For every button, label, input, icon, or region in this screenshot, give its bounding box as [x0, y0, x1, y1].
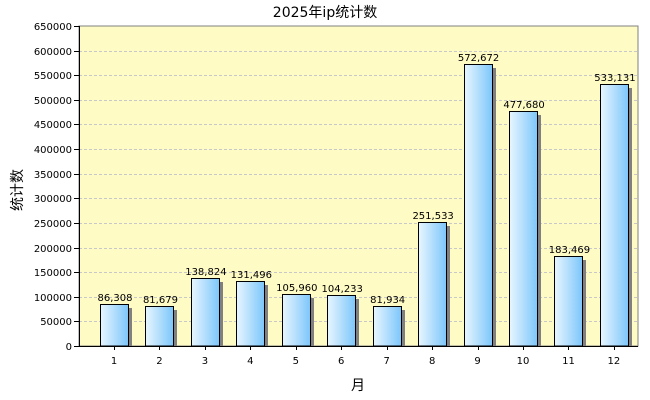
y-tick-label: 600000 [34, 47, 72, 58]
y-tick-label: 300000 [34, 194, 72, 205]
data-label: 131,496 [231, 270, 272, 281]
data-label: 572,672 [458, 53, 499, 64]
y-tick-label: 50000 [40, 317, 72, 328]
x-tick-label: 9 [474, 356, 480, 367]
y-tick-label: 200000 [34, 244, 72, 255]
bar-month-3 [191, 278, 220, 347]
data-label: 533,131 [594, 73, 635, 84]
y-tick-label: 0 [66, 342, 72, 353]
y-tick-label: 150000 [34, 268, 72, 279]
y-tick-label: 650000 [34, 22, 72, 33]
x-axis: 1 2 3 4 5 6 7 8 9 10 11 12 [79, 346, 638, 367]
bar-month-10 [509, 111, 538, 347]
y-tick-label: 100000 [34, 293, 72, 304]
x-tick-label: 3 [202, 356, 208, 367]
x-axis-title: 月 [351, 378, 365, 394]
data-label: 251,533 [412, 211, 453, 222]
bar-month-12 [600, 84, 629, 347]
y-tick-label: 400000 [34, 145, 72, 156]
y-tick-label: 250000 [34, 219, 72, 230]
grid-lines [79, 51, 638, 322]
x-tick-label: 7 [383, 356, 389, 367]
bar-month-11 [554, 256, 583, 347]
y-tick-label: 450000 [34, 120, 72, 131]
x-tick-label: 4 [247, 356, 253, 367]
plot-area [78, 25, 639, 347]
data-label: 104,233 [322, 284, 363, 295]
bar-month-4 [236, 281, 265, 347]
bar-month-2 [145, 306, 174, 347]
x-tick-label: 11 [562, 356, 575, 367]
bar-month-5 [282, 294, 311, 347]
x-tick-label: 6 [338, 356, 344, 367]
y-axis: 0 50000 100000 150000 200000 250000 300000 3500… [34, 22, 80, 353]
y-axis-title: 统计数 [10, 169, 26, 211]
data-label: 183,469 [549, 245, 590, 256]
x-tick-label: 1 [111, 356, 117, 367]
data-label: 86,308 [98, 293, 133, 304]
y-tick-label: 550000 [34, 71, 72, 82]
x-tick-label: 12 [608, 356, 621, 367]
x-tick-label: 2 [156, 356, 162, 367]
chart-title: 2025年ip统计数 [273, 5, 377, 21]
data-label: 138,824 [185, 267, 226, 278]
bar-month-8 [418, 222, 447, 347]
data-label: 477,680 [503, 100, 544, 111]
x-tick-label: 10 [517, 356, 530, 367]
bar-month-1 [100, 304, 129, 347]
y-tick-label: 350000 [34, 170, 72, 181]
x-tick-label: 5 [293, 356, 299, 367]
y-tick-label: 500000 [34, 96, 72, 107]
bar-month-7 [373, 306, 402, 347]
x-tick-label: 8 [429, 356, 435, 367]
bar-month-9 [464, 64, 493, 347]
bar-month-6 [327, 295, 356, 347]
data-label: 81,934 [370, 295, 405, 306]
data-label: 105,960 [276, 283, 317, 294]
data-label: 81,679 [143, 295, 178, 306]
bars: 86,308 81,679 138,824 131,496 105,960 104,233… [98, 53, 636, 347]
